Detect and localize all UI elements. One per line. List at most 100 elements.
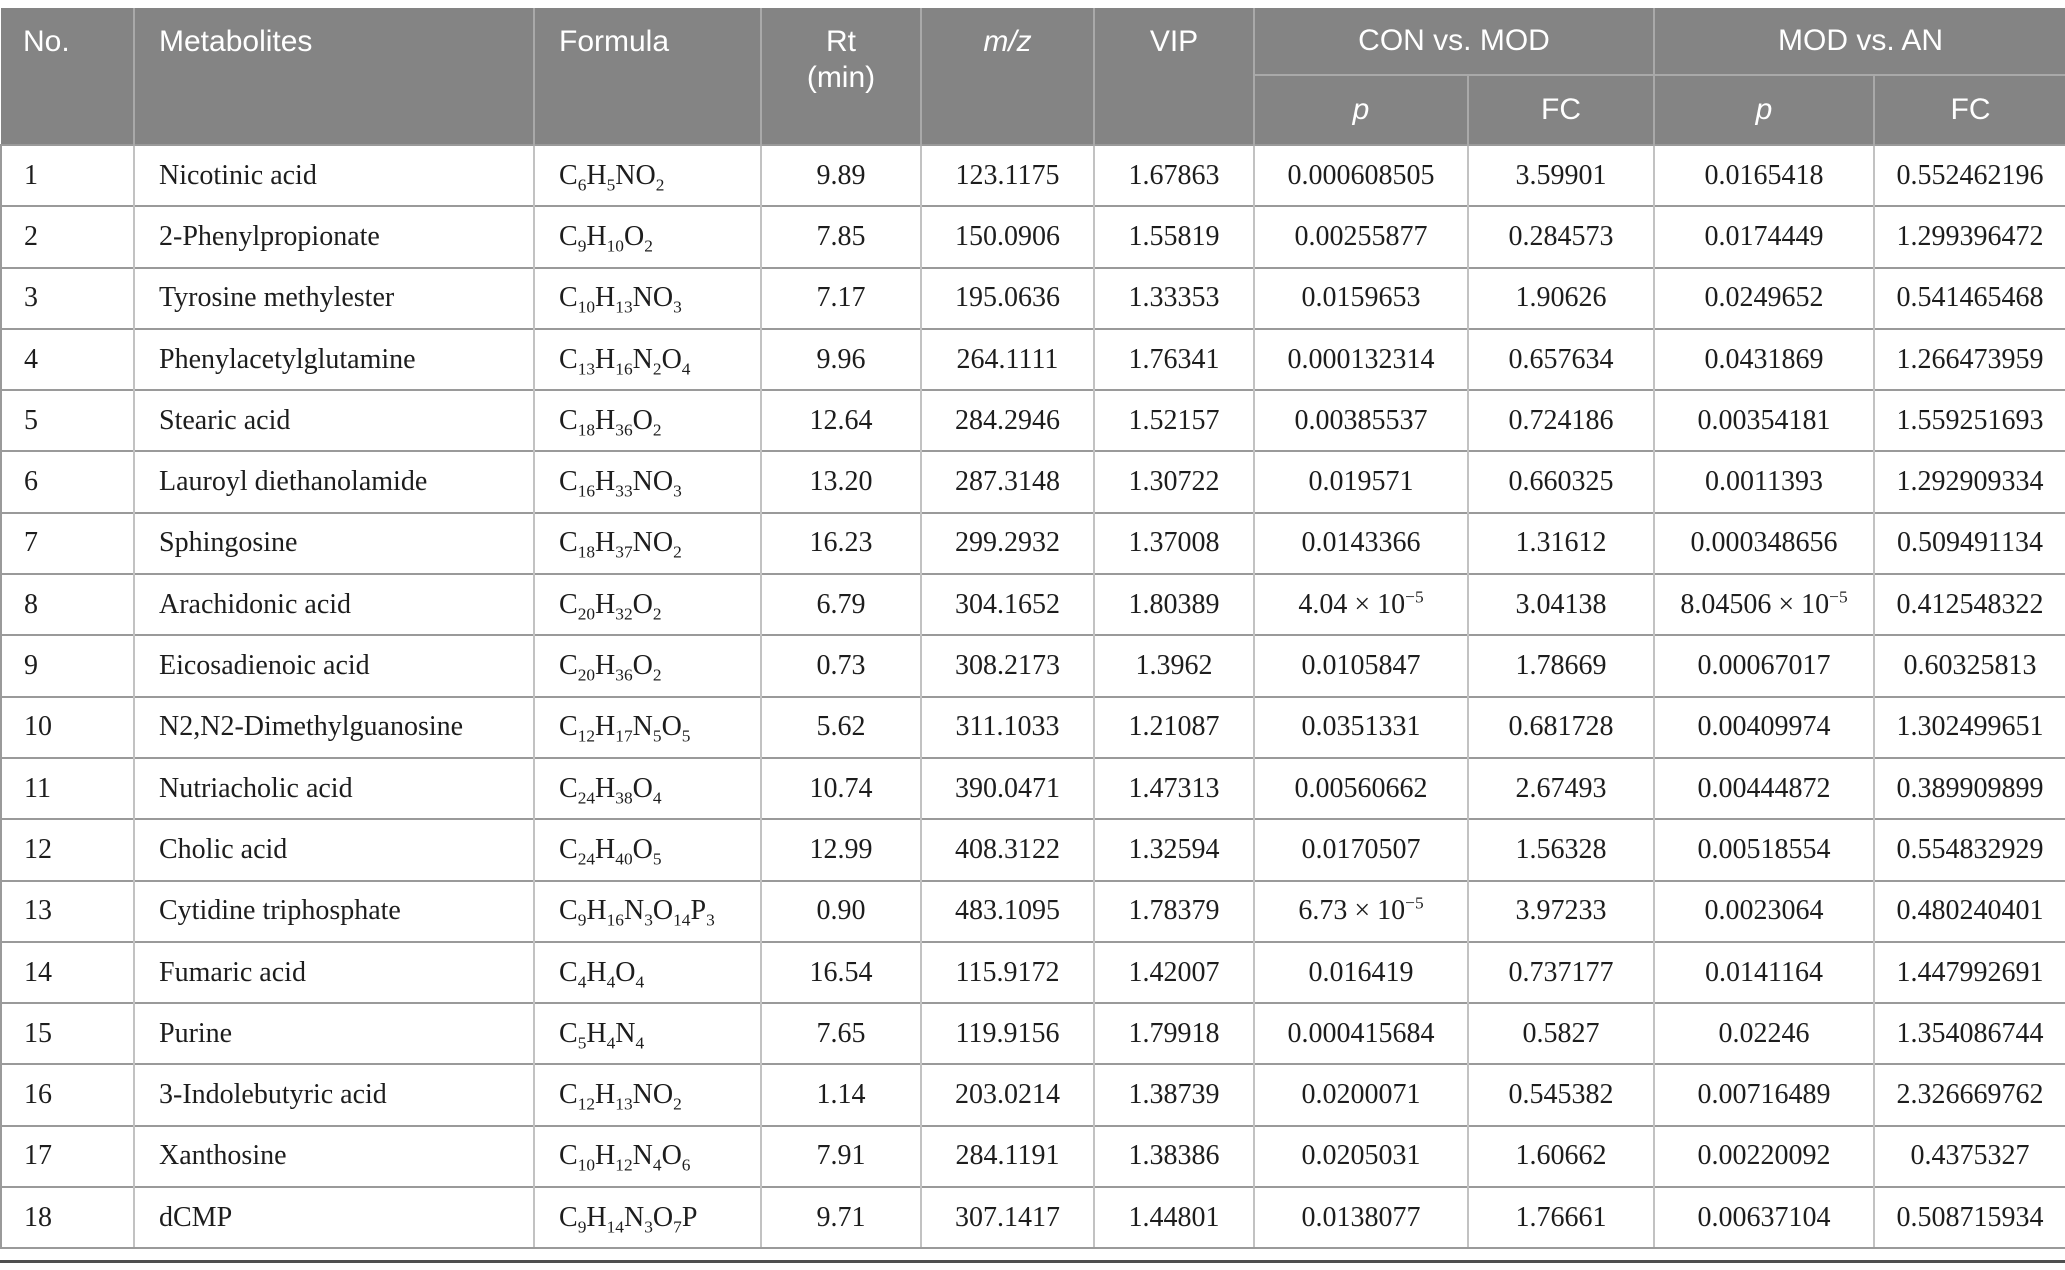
cell-vip: 1.52157 — [1093, 389, 1255, 452]
table-row: 6 Lauroyl diethanolamide C16H33NO3 13.20 287… — [0, 450, 2065, 513]
cell-mz: 119.9156 — [920, 1002, 1095, 1065]
cell-con-fc: 0.657634 — [1466, 327, 1656, 391]
table-row: 4 Phenylacetylglutamine C13H16N2O4 9.96 264.… — [0, 327, 2065, 391]
cell-metabolite: dCMP — [133, 1186, 535, 1250]
cell-no: 13 — [0, 879, 135, 942]
cell-con-p: 0.0138077 — [1253, 1186, 1469, 1250]
cell-no: 18 — [0, 1186, 135, 1250]
cell-mz: 307.1417 — [920, 1186, 1095, 1250]
sub-header-0-fc: FC — [1466, 75, 1656, 145]
cell-mod-p: 0.0141164 — [1653, 940, 1876, 1004]
cell-mod-p: 0.02246 — [1653, 1002, 1876, 1065]
cell-mz: 264.1111 — [920, 327, 1095, 391]
cell-rt: 12.64 — [760, 389, 922, 452]
cell-formula: C12H17N5O5 — [533, 695, 762, 758]
table-row: 17 Xanthosine C10H12N4O6 7.91 284.1191 1.3838… — [0, 1124, 2065, 1188]
cell-con-fc: 0.681728 — [1466, 695, 1656, 758]
cell-con-p: 0.0105847 — [1253, 634, 1469, 697]
cell-vip: 1.21087 — [1093, 695, 1255, 758]
cell-rt: 16.23 — [760, 511, 922, 575]
cell-mz: 150.0906 — [920, 205, 1095, 268]
cell-con-p: 0.0200071 — [1253, 1063, 1469, 1126]
cell-metabolite: Cytidine triphosphate — [133, 879, 535, 942]
table-row: 12 Cholic acid C24H40O5 12.99 408.3122 1.3259… — [0, 818, 2065, 881]
cell-mod-p: 0.00637104 — [1653, 1186, 1876, 1250]
cell-rt: 7.91 — [760, 1124, 922, 1188]
cell-formula: C9H14N3O7P — [533, 1186, 762, 1250]
cell-rt: 9.89 — [760, 143, 922, 207]
cell-no: 7 — [0, 511, 135, 575]
cell-con-fc: 1.56328 — [1466, 818, 1656, 881]
cell-con-fc: 0.737177 — [1466, 940, 1656, 1004]
cell-con-p: 0.000132314 — [1253, 327, 1469, 391]
sub-header-1-fc: FC — [1873, 75, 2065, 145]
cell-formula: C5H4N4 — [533, 1002, 762, 1065]
cell-mz: 408.3122 — [920, 818, 1095, 881]
table-bottom-rule — [0, 1260, 2065, 1264]
table-row: 1 Nicotinic acid C6H5NO2 9.89 123.1175 1.6786… — [0, 143, 2065, 207]
cell-con-fc: 1.31612 — [1466, 511, 1656, 575]
cell-mod-fc: 0.389909899 — [1873, 756, 2065, 820]
cell-rt: 0.90 — [760, 879, 922, 942]
cell-formula: C6H5NO2 — [533, 143, 762, 207]
cell-mz: 115.9172 — [920, 940, 1095, 1004]
cell-rt: 13.20 — [760, 450, 922, 513]
cell-no: 11 — [0, 756, 135, 820]
cell-mod-fc: 1.266473959 — [1873, 327, 2065, 391]
cell-metabolite: Phenylacetylglutamine — [133, 327, 535, 391]
cell-vip: 1.80389 — [1093, 573, 1255, 636]
cell-mod-p: 0.00220092 — [1653, 1124, 1876, 1188]
cell-mod-fc: 0.554832929 — [1873, 818, 2065, 881]
cell-mod-fc: 1.354086744 — [1873, 1002, 2065, 1065]
cell-no: 2 — [0, 205, 135, 268]
cell-formula: C9H10O2 — [533, 205, 762, 268]
cell-mod-p: 0.00409974 — [1653, 695, 1876, 758]
cell-formula: C10H12N4O6 — [533, 1124, 762, 1188]
cell-no: 15 — [0, 1002, 135, 1065]
cell-metabolite: 2-Phenylpropionate — [133, 205, 535, 268]
cell-formula: C18H36O2 — [533, 389, 762, 452]
cell-no: 12 — [0, 818, 135, 881]
table-row: 8 Arachidonic acid C20H32O2 6.79 304.1652 1.8… — [0, 573, 2065, 636]
cell-mod-fc: 0.480240401 — [1873, 879, 2065, 942]
cell-rt: 16.54 — [760, 940, 922, 1004]
cell-con-p: 0.00255877 — [1253, 205, 1469, 268]
cell-vip: 1.38739 — [1093, 1063, 1255, 1126]
cell-metabolite: Stearic acid — [133, 389, 535, 452]
cell-mz: 195.0636 — [920, 266, 1095, 329]
cell-mod-p: 0.0431869 — [1653, 327, 1876, 391]
cell-mod-fc: 0.552462196 — [1873, 143, 2065, 207]
cell-con-p: 0.000415684 — [1253, 1002, 1469, 1065]
cell-formula: C18H37NO2 — [533, 511, 762, 575]
cell-metabolite: Nutriacholic acid — [133, 756, 535, 820]
cell-con-p: 0.0159653 — [1253, 266, 1469, 329]
cell-no: 6 — [0, 450, 135, 513]
cell-con-fc: 1.76661 — [1466, 1186, 1656, 1250]
cell-con-fc: 3.04138 — [1466, 573, 1656, 636]
cell-mod-p: 8.04506 × 10−5 — [1653, 573, 1876, 636]
column-header-no: No. — [1, 8, 135, 145]
table-row: 9 Eicosadienoic acid C20H36O2 0.73 308.2173 1… — [0, 634, 2065, 697]
table-body: 1 Nicotinic acid C6H5NO2 9.89 123.1175 1.6786… — [0, 143, 2065, 1250]
cell-mod-p: 0.0174449 — [1653, 205, 1876, 268]
column-header-metabolite: Metabolites — [133, 8, 535, 145]
table-row: 13 Cytidine triphosphate C9H16N3O14P3 0.90 4… — [0, 879, 2065, 942]
cell-formula: C9H16N3O14P3 — [533, 879, 762, 942]
cell-vip: 1.33353 — [1093, 266, 1255, 329]
cell-no: 1 — [0, 143, 135, 207]
group-header-0: CON vs. MOD — [1252, 8, 1656, 76]
cell-no: 8 — [0, 573, 135, 636]
cell-rt: 6.79 — [760, 573, 922, 636]
cell-rt: 7.85 — [760, 205, 922, 268]
cell-vip: 1.3962 — [1093, 634, 1255, 697]
cell-no: 17 — [0, 1124, 135, 1188]
cell-mz: 287.3148 — [920, 450, 1095, 513]
cell-mod-fc: 0.509491134 — [1873, 511, 2065, 575]
cell-con-fc: 1.78669 — [1466, 634, 1656, 697]
cell-mod-p: 0.00354181 — [1653, 389, 1876, 452]
cell-metabolite: Eicosadienoic acid — [133, 634, 535, 697]
cell-rt: 7.65 — [760, 1002, 922, 1065]
cell-mod-fc: 0.508715934 — [1873, 1186, 2065, 1250]
cell-metabolite: Sphingosine — [133, 511, 535, 575]
